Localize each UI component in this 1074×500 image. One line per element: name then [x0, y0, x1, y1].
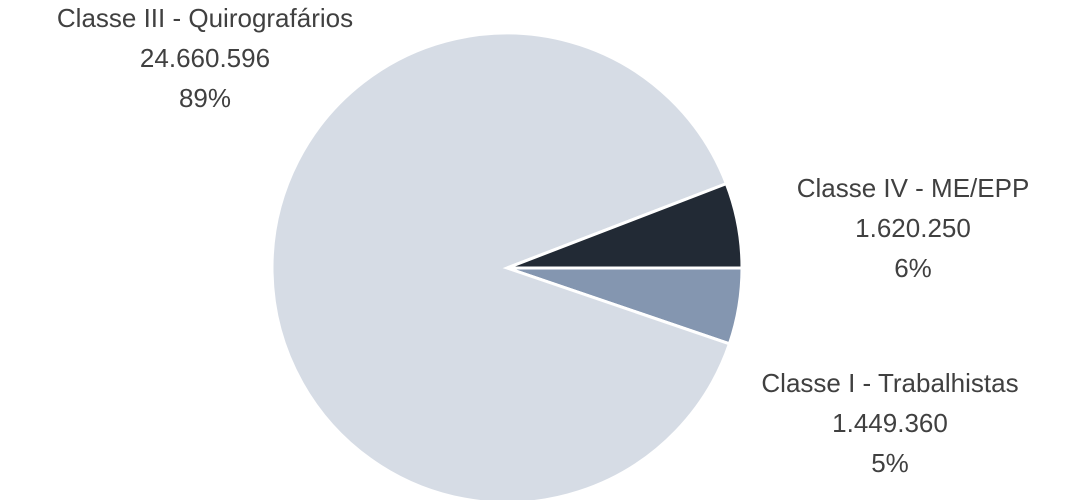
percent-label: 89% [179, 83, 231, 113]
slice-label: Classe III - Quirografários [57, 3, 353, 33]
slice-label: Classe I - Trabalhistas [761, 368, 1018, 398]
pie-slice [506, 181, 744, 270]
value-label: 24.660.596 [140, 43, 270, 73]
percent-label: 6% [894, 253, 932, 283]
value-label: 1.620.250 [855, 213, 971, 243]
pie-slice [270, 31, 732, 500]
value-label: 1.449.360 [832, 408, 948, 438]
percent-label: 5% [871, 448, 909, 478]
slice-label: Classe IV - ME/EPP [797, 173, 1030, 203]
